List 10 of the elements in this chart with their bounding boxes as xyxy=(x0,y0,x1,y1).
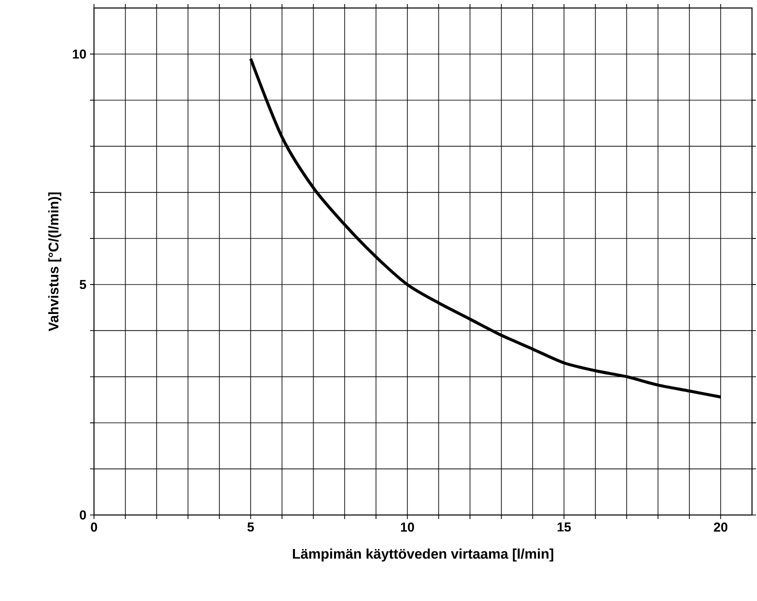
x-tick-label: 10 xyxy=(400,522,414,532)
y-axis-title: Vahvistus [°C/(l/min)] xyxy=(48,192,62,332)
x-tick-label: 15 xyxy=(558,522,571,532)
x-tick-label: 5 xyxy=(247,522,254,532)
x-tick-label: 20 xyxy=(714,522,728,532)
x-tick-label: 0 xyxy=(90,522,98,532)
x-axis-title: Lämpimän käyttöveden virtaama [l/min] xyxy=(292,548,554,562)
y-tick-label: 5 xyxy=(80,280,86,290)
y-tick-label: 10 xyxy=(72,49,86,59)
y-tick-label: 0 xyxy=(80,510,86,520)
